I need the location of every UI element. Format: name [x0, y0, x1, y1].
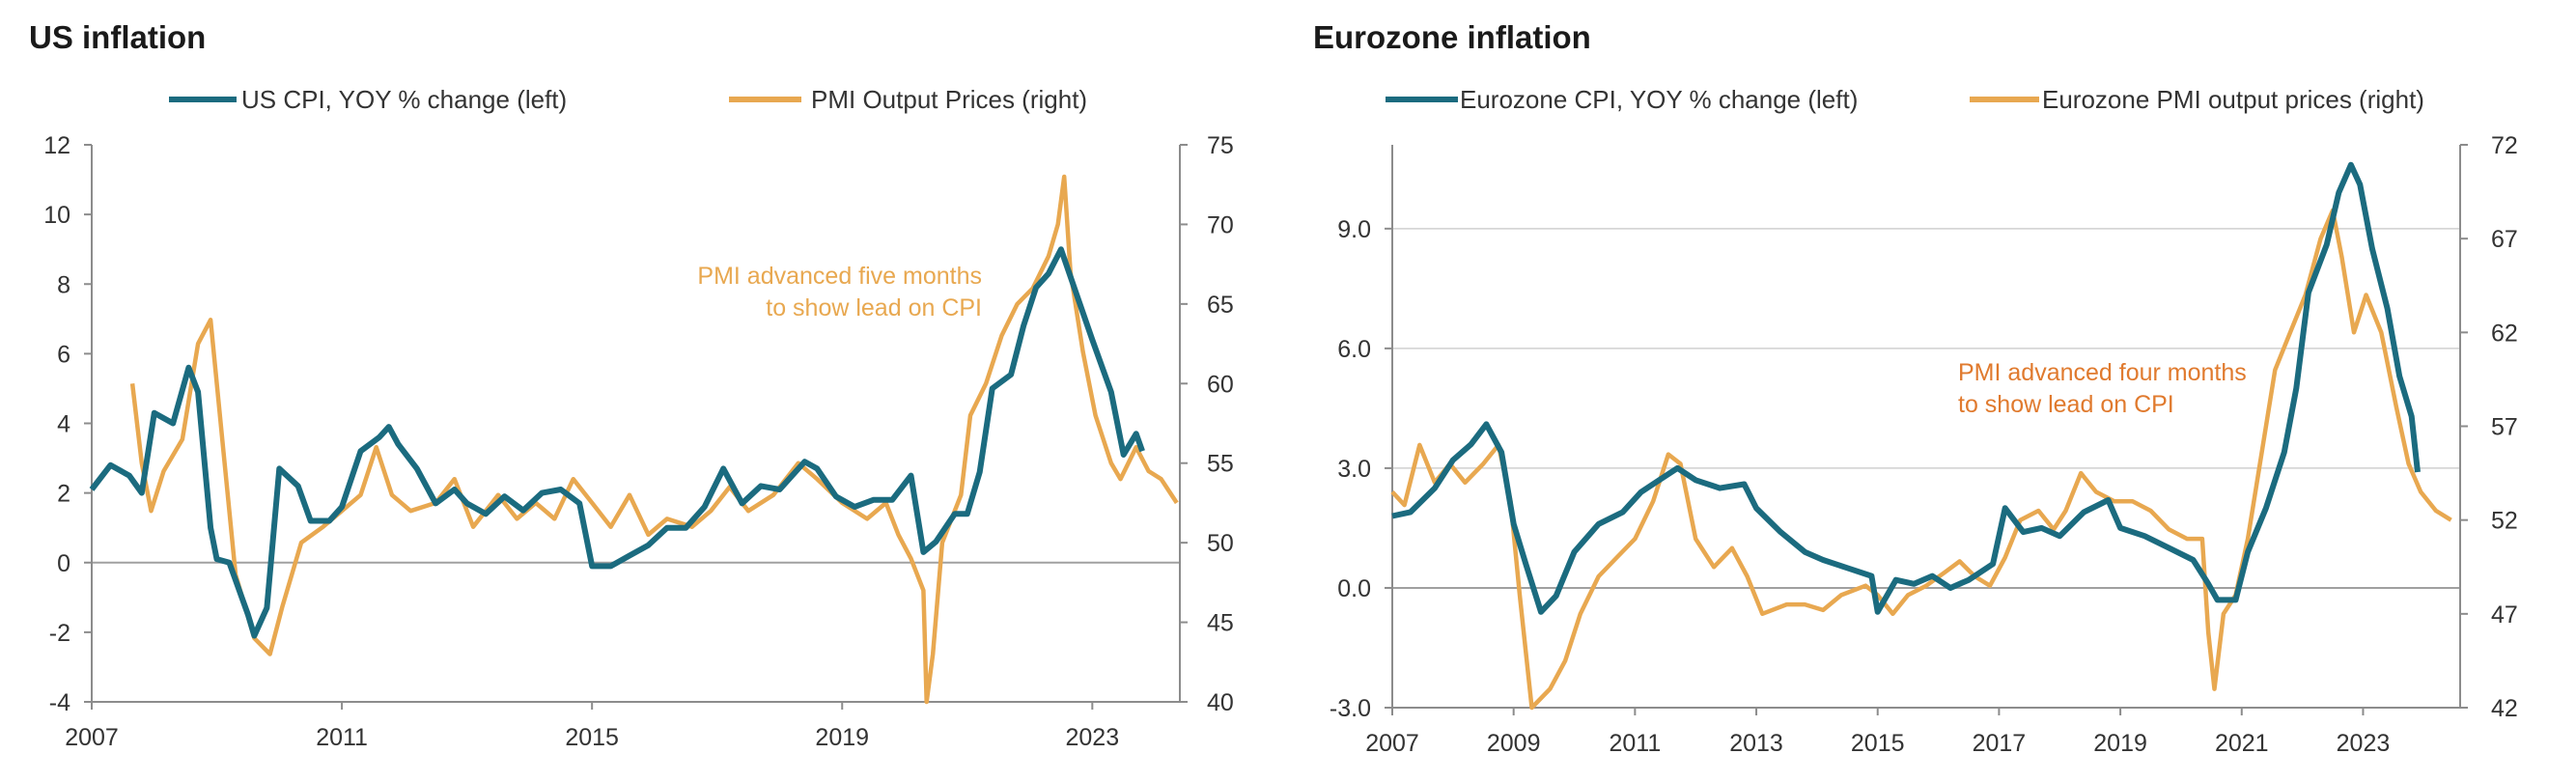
- ez-x-axis-ticks: 2007 2009 2011 2013 2015 2017 2019 2021 2023: [1365, 708, 2390, 757]
- ez-chart-title: Eurozone inflation: [1313, 19, 1591, 55]
- ez-legend: Eurozone CPI, YOY % change (left) Eurozo…: [1386, 85, 2424, 114]
- ez-right-tick-label: 72: [2491, 132, 2518, 159]
- us-annotation-line-1: PMI advanced five months: [697, 263, 982, 290]
- eurozone-inflation-chart: Eurozone inflation Eurozone CPI, YOY % c…: [1313, 19, 2518, 757]
- ez-legend-pmi-label: Eurozone PMI output prices (right): [2042, 85, 2424, 114]
- us-left-tick-label: 4: [57, 411, 70, 438]
- us-x-tick-label: 2019: [815, 724, 869, 751]
- us-x-tick-label: 2011: [316, 724, 368, 751]
- ez-right-tick-label: 62: [2491, 320, 2518, 347]
- us-right-tick-label: 40: [1207, 689, 1234, 716]
- ez-annotation-line-1: PMI advanced four months: [1958, 359, 2247, 386]
- ez-x-tick-label: 2019: [2093, 730, 2147, 757]
- us-right-tick-label: 50: [1207, 530, 1234, 557]
- ez-gridlines: [1392, 228, 2460, 589]
- ez-left-tick-label: -3.0: [1330, 695, 1371, 722]
- ez-annotation: PMI advanced four months to show lead on…: [1958, 359, 2247, 418]
- us-annotation: PMI advanced five months to show lead on…: [697, 263, 982, 321]
- ez-left-axis-ticks: -3.0 0.0 3.0 6.0 9.0: [1330, 216, 1392, 722]
- ez-left-tick-label: 9.0: [1337, 216, 1371, 243]
- us-left-tick-label: 12: [43, 132, 70, 159]
- us-cpi-line: [89, 246, 1145, 639]
- us-axes: [91, 145, 1181, 703]
- ez-left-tick-label: 3.0: [1337, 456, 1371, 483]
- ez-legend-cpi-label: Eurozone CPI, YOY % change (left): [1460, 85, 1858, 114]
- ez-left-tick-label: 0.0: [1337, 575, 1371, 602]
- us-right-tick-label: 65: [1207, 292, 1234, 319]
- us-left-tick-label: 0: [57, 550, 70, 577]
- us-legend: US CPI, YOY % change (left) PMI Output P…: [169, 85, 1087, 114]
- us-legend-cpi-label: US CPI, YOY % change (left): [241, 85, 567, 114]
- us-x-axis-ticks: 2007 2011 2015 2019 2023: [65, 702, 1119, 751]
- us-right-tick-label: 45: [1207, 610, 1234, 637]
- us-x-tick-label: 2015: [565, 724, 619, 751]
- us-right-tick-label: 75: [1207, 132, 1234, 159]
- us-x-tick-label: 2023: [1066, 724, 1120, 751]
- ez-pmi-output-prices-line: [1390, 208, 2452, 711]
- us-left-tick-label: 6: [57, 341, 70, 368]
- ez-right-tick-label: 52: [2491, 508, 2518, 535]
- us-x-tick-label: 2007: [65, 724, 119, 751]
- us-left-tick-label: 10: [43, 202, 70, 229]
- ez-x-tick-label: 2011: [1609, 730, 1661, 757]
- us-inflation-chart: US inflation US CPI, YOY % change (left)…: [29, 19, 1234, 751]
- us-left-tick-label: 2: [57, 481, 70, 508]
- us-left-tick-label: -4: [49, 689, 70, 716]
- ez-x-tick-label: 2007: [1365, 730, 1419, 757]
- ez-cpi-line: [1391, 161, 2421, 615]
- ez-annotation-line-2: to show lead on CPI: [1958, 391, 2174, 418]
- ez-left-tick-label: 6.0: [1337, 336, 1371, 363]
- ez-x-tick-label: 2015: [1851, 730, 1905, 757]
- us-left-axis-ticks: -4 -2 0 2 4 6 8 10 12: [43, 132, 92, 716]
- ez-right-tick-label: 47: [2491, 601, 2518, 628]
- us-right-tick-label: 60: [1207, 371, 1234, 398]
- us-left-tick-label: -2: [49, 620, 70, 647]
- us-left-tick-label: 8: [57, 271, 70, 298]
- us-pmi-output-prices-line: [129, 174, 1179, 705]
- ez-x-tick-label: 2021: [2215, 730, 2269, 757]
- ez-x-tick-label: 2009: [1487, 730, 1541, 757]
- us-chart-title: US inflation: [29, 19, 206, 55]
- us-legend-pmi-label: PMI Output Prices (right): [811, 85, 1087, 114]
- ez-x-tick-label: 2017: [1973, 730, 2027, 757]
- ez-x-tick-label: 2023: [2337, 730, 2391, 757]
- ez-right-tick-label: 42: [2491, 695, 2518, 722]
- us-right-axis-ticks: 40 45 50 55 60 65 70 75: [1180, 132, 1234, 716]
- us-right-tick-label: 70: [1207, 211, 1234, 238]
- ez-x-tick-label: 2013: [1729, 730, 1783, 757]
- ez-right-tick-label: 67: [2491, 226, 2518, 253]
- ez-right-axis-ticks: 42 47 52 57 62 67 72: [2460, 132, 2518, 722]
- ez-right-tick-label: 57: [2491, 414, 2518, 441]
- us-annotation-line-2: to show lead on CPI: [766, 294, 982, 321]
- us-right-tick-label: 55: [1207, 451, 1234, 478]
